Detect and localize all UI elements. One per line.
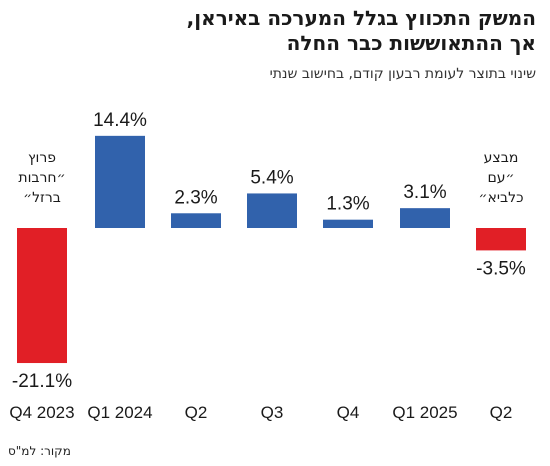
bar (95, 135, 145, 228)
data-label: 14.4% (93, 110, 147, 131)
event-annotation: ״עם (487, 170, 514, 186)
data-label: 3.1% (403, 182, 446, 203)
bar (247, 193, 297, 228)
chart-subtitle: שינוי בתוצר לעומת רבעון קודם, בחישוב שנת… (269, 66, 536, 82)
title-line-2: אך ההתאוששות כבר החלה (286, 31, 536, 55)
title-line-1: המשק התכווץ בגלל המערכה באיראן, (186, 6, 536, 30)
x-tick-label: Q3 (261, 403, 284, 422)
data-label: -21.1% (12, 371, 72, 392)
x-tick-label: Q2 (490, 403, 513, 422)
bar (323, 219, 373, 228)
x-tick-label: Q4 2023 (9, 403, 74, 422)
x-tick-label: Q1 2024 (87, 403, 152, 422)
x-tick-label: Q2 (185, 403, 208, 422)
event-annotation: כלביא״ (479, 190, 524, 206)
bar (17, 228, 67, 364)
event-annotation: ״חרבות (18, 170, 65, 186)
data-label: 1.3% (326, 194, 369, 215)
chart-title: המשק התכווץ בגלל המערכה באיראן, אך ההתאו… (16, 6, 536, 56)
bar (400, 208, 450, 228)
event-annotation: מבצע (484, 150, 519, 166)
x-tick-label: Q4 (337, 403, 360, 422)
bar (476, 228, 526, 251)
bar (171, 213, 221, 228)
data-label: 5.4% (250, 167, 293, 188)
source-note: מקור: למ"ס (8, 444, 71, 458)
event-annotation: פרוץ (28, 150, 56, 166)
data-label: 2.3% (174, 187, 217, 208)
event-annotation: ברזל״ (23, 190, 61, 206)
x-tick-label: Q1 2025 (392, 403, 457, 422)
data-label: -3.5% (476, 258, 526, 279)
